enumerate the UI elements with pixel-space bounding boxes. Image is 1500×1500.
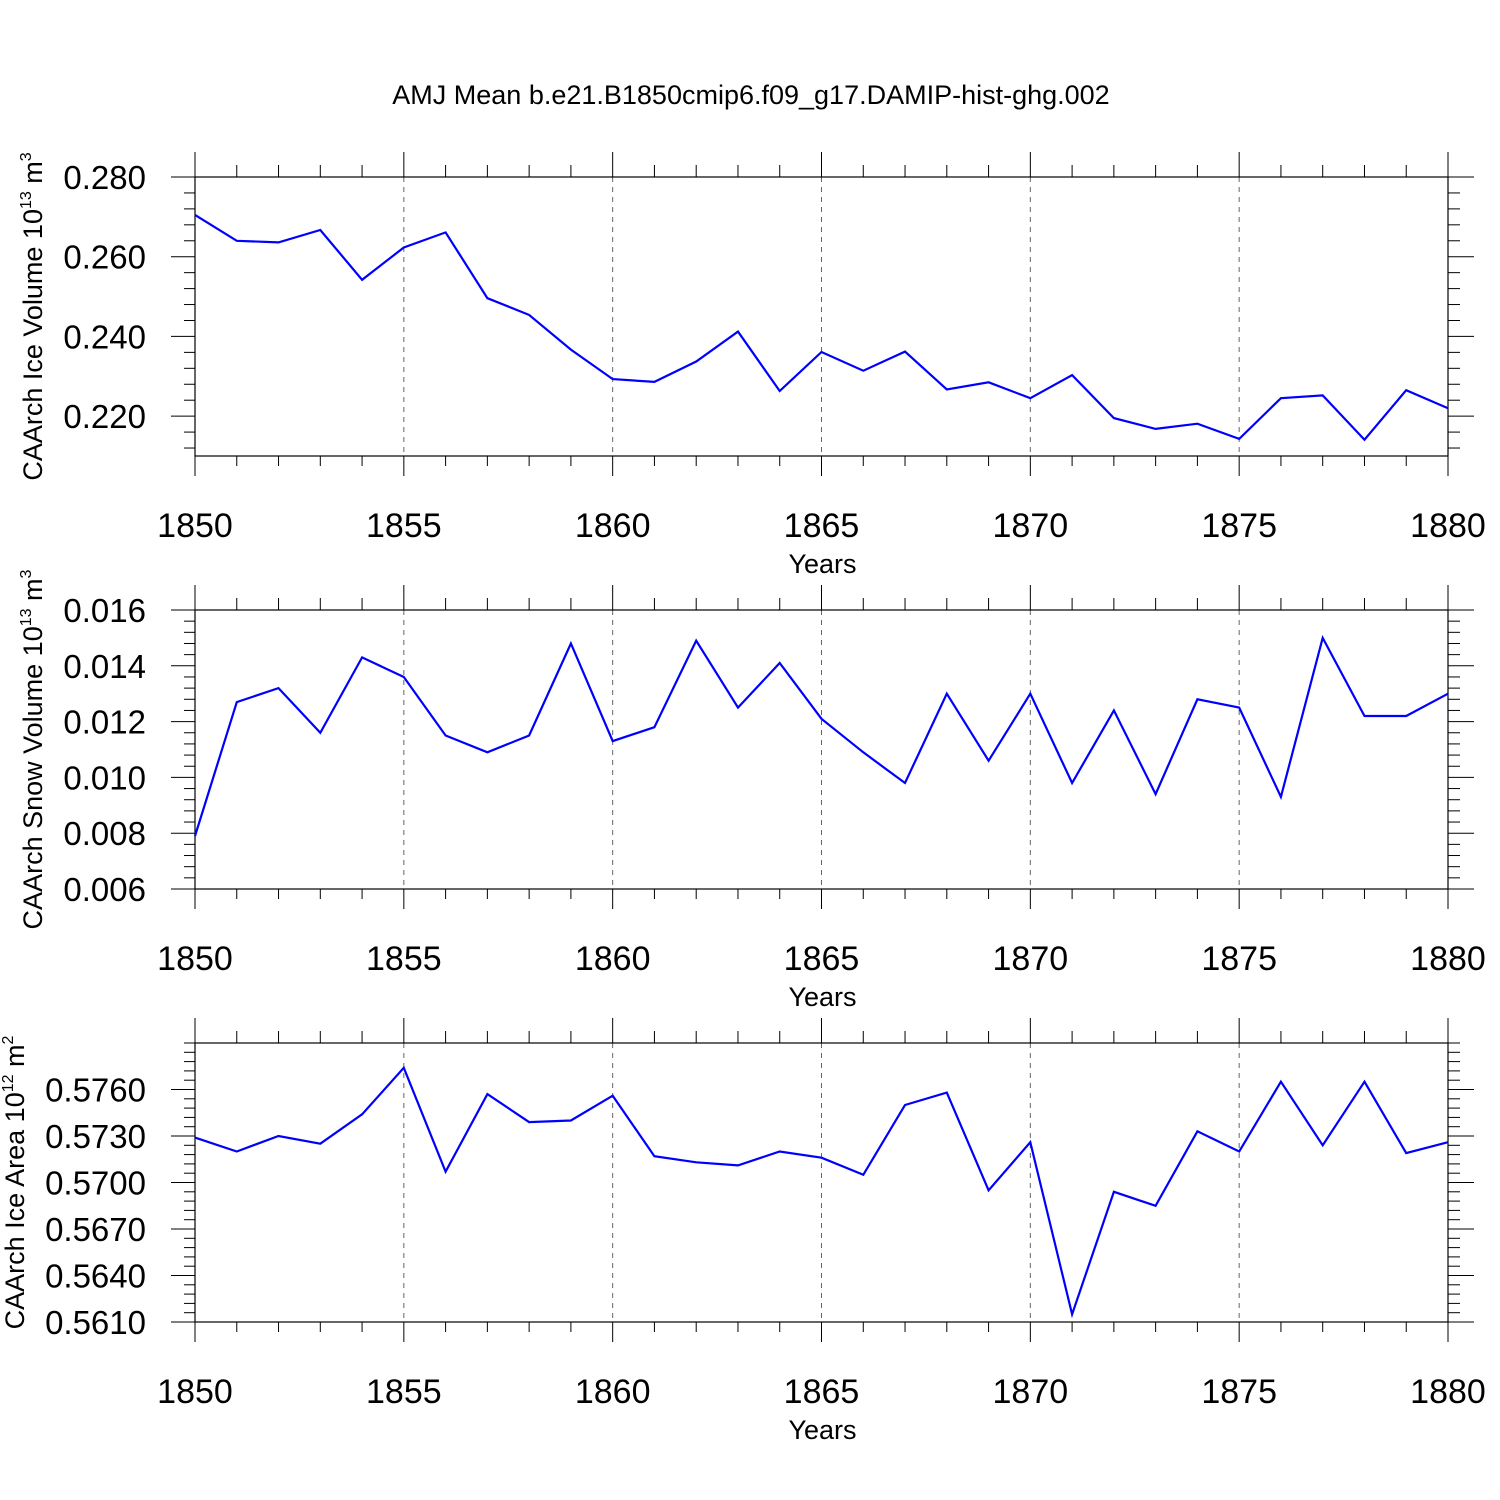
x-tick-label: 1880 [1410,940,1486,978]
x-tick-label: 1855 [366,507,442,545]
x-axis-label: Years [788,1415,856,1445]
x-axis-label: Years [788,549,856,579]
y-tick-label: 0.280 [63,159,146,196]
y-tick-label: 0.5670 [45,1211,146,1248]
y-tick-label: 0.5700 [45,1165,146,1202]
series-line-ice-area [194,1065,1449,1319]
y-tick-label: 0.220 [63,398,146,435]
x-tick-label: 1865 [784,940,860,978]
x-tick-label: 1875 [1201,507,1277,545]
y-tick-label: 0.006 [63,871,146,908]
series-line-ice-volume [194,213,1449,442]
x-tick-label: 1850 [157,940,233,978]
x-tick-label: 1860 [575,507,651,545]
panel-ice-area: 1850 1855 1860 1865 1870 1875 1880 Years 0.5610 0… [0,1018,1486,1445]
x-tick-label: 1855 [366,1373,442,1411]
y-tick-label: 0.016 [63,592,146,629]
y-tick-label: 0.5610 [45,1304,146,1341]
x-tick-label: 1865 [784,1373,860,1411]
panel-ice-volume: 1850 1855 1860 1865 1870 1875 1880 Years 0.220 0.… [18,152,1486,579]
x-tick-label: 1870 [993,1373,1069,1411]
panels-container: 1850 1855 1860 1865 1870 1875 1880 Years 0.220 0.… [0,152,1486,1445]
y-axis-label: CAArch Snow Volume 1013 m3 [18,569,48,929]
x-tick-label: 1875 [1201,940,1277,978]
x-tick-label: 1870 [993,507,1069,545]
y-tick-label: 0.010 [63,759,146,796]
y-tick-label: 0.008 [63,815,146,852]
y-tick-label: 0.012 [63,704,146,741]
x-tick-label: 1850 [157,1373,233,1411]
y-tick-label: 0.5640 [45,1258,146,1295]
x-tick-label: 1855 [366,940,442,978]
x-tick-label: 1865 [784,507,860,545]
x-axis-label: Years [788,982,856,1012]
y-tick-label: 0.5760 [45,1072,146,1109]
x-tick-label: 1870 [993,940,1069,978]
y-tick-label: 0.014 [63,648,146,685]
x-tick-label: 1860 [575,1373,651,1411]
y-axis-label: CAArch Ice Volume 1013 m3 [18,152,48,480]
y-tick-label: 0.5730 [45,1118,146,1155]
x-tick-label: 1880 [1410,507,1486,545]
x-tick-label: 1880 [1410,1373,1486,1411]
x-tick-label: 1860 [575,940,651,978]
x-tick-label: 1875 [1201,1373,1277,1411]
panel-snow-volume: 1850 1855 1860 1865 1870 1875 1880 Years 0.006 0.… [18,569,1486,1012]
y-tick-label: 0.260 [63,239,146,276]
y-axis-label: CAArch Ice Area 1012 m2 [0,1035,30,1329]
chart-title: AMJ Mean b.e21.B1850cmip6.f09_g17.DAMIP-… [392,80,1109,110]
series-line-snow-volume [193,634,1449,837]
x-tick-label: 1850 [157,507,233,545]
y-tick-label: 0.240 [63,318,146,355]
